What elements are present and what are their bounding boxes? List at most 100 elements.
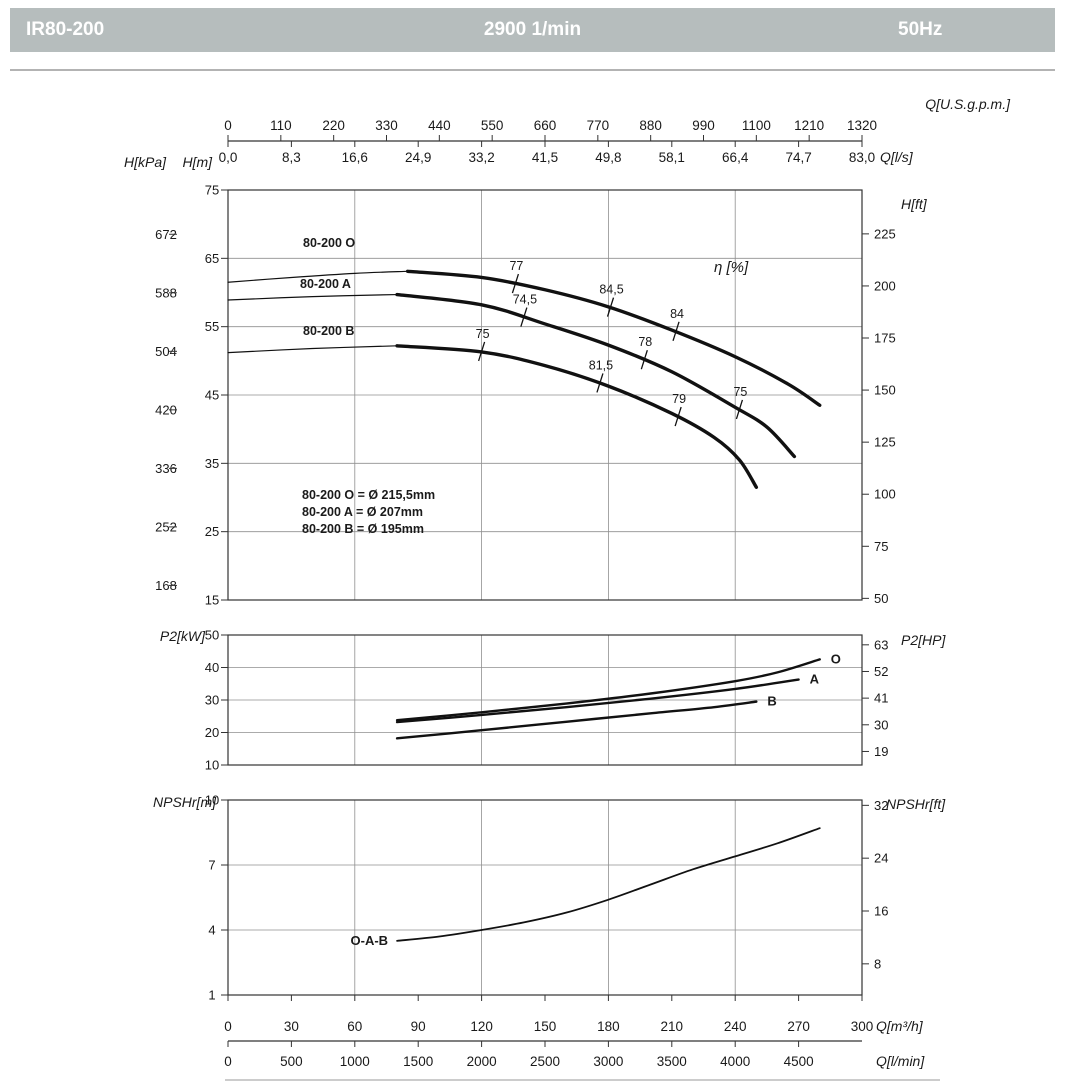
tick-label: 0 — [224, 118, 232, 133]
eta-label: 81,5 — [589, 358, 613, 372]
tick-label: 32 — [874, 798, 888, 813]
tick-label: 588 — [155, 285, 177, 300]
tick-label: 50 — [205, 628, 219, 643]
axis-label-npsh-m: NPSHr[m] — [153, 794, 217, 810]
tick-label: 16 — [874, 904, 888, 919]
tick-label: 500 — [280, 1054, 303, 1069]
eta-marker — [674, 406, 682, 427]
tick-label: 75 — [205, 183, 219, 198]
axis-label-lmin: Q[l/min] — [876, 1053, 925, 1069]
axis-label-kw: P2[kW] — [160, 628, 206, 644]
tick-label: 770 — [587, 118, 610, 133]
tick-label: 300 — [851, 1019, 874, 1034]
tick-label: 990 — [692, 118, 715, 133]
npshr-curve-label: O-A-B — [351, 933, 389, 948]
tick-label: 50 — [874, 591, 888, 606]
tick-label: 336 — [155, 461, 177, 476]
eta-label: 77 — [509, 259, 523, 273]
tick-label: 63 — [874, 637, 888, 652]
tick-label: 52 — [874, 664, 888, 679]
tick-label: 8 — [874, 956, 881, 971]
axis-label-gpm: Q[U.S.g.p.m.] — [925, 96, 1011, 112]
tick-label: 672 — [155, 227, 177, 242]
tick-label: 1 — [208, 988, 215, 1003]
tick-label: 41,5 — [532, 150, 558, 165]
tick-label: 20 — [205, 725, 219, 740]
tick-label: 200 — [874, 278, 896, 293]
header-bar: IR80-200 2900 1/min 50Hz — [10, 8, 1055, 52]
eta-marker — [672, 321, 680, 342]
tick-label: 1320 — [847, 118, 877, 133]
tick-label: 30 — [205, 693, 219, 708]
curve-thin-1 — [227, 293, 398, 301]
axis-label-kpa: H[kPa] — [124, 154, 167, 170]
tick-label: 16,6 — [342, 150, 368, 165]
eta-marker — [511, 273, 520, 294]
tick-label: 1100 — [742, 118, 771, 133]
legend-line: 80-200 O = Ø 215,5mm — [302, 488, 435, 502]
eta-label: 84,5 — [599, 283, 623, 297]
tick-label: 168 — [155, 578, 177, 593]
tick-label: 40 — [205, 660, 219, 675]
eta-marker — [606, 297, 615, 317]
tick-label: 55 — [205, 319, 219, 334]
tick-label: 660 — [534, 118, 557, 133]
tick-label: 19 — [874, 744, 888, 759]
tick-label: 2500 — [530, 1054, 560, 1069]
tick-label: 240 — [724, 1019, 747, 1034]
tick-label: 440 — [428, 118, 451, 133]
tick-label: 58,1 — [659, 150, 685, 165]
tick-label: 24,9 — [405, 150, 431, 165]
efficiency-axis-label: η [%] — [714, 259, 749, 276]
tick-label: 74,7 — [785, 150, 811, 165]
pump-model: IR80-200 — [26, 19, 105, 40]
tick-label: 150 — [534, 1019, 557, 1034]
tick-label: 65 — [205, 251, 219, 266]
tick-label: 110 — [270, 118, 292, 133]
tick-label: 10 — [205, 758, 219, 773]
tick-label: 420 — [155, 402, 177, 417]
tick-label: 60 — [347, 1019, 362, 1034]
tick-label: 1210 — [794, 118, 824, 133]
eta-label: 79 — [672, 392, 686, 406]
curve-thin-2 — [227, 345, 398, 354]
eta-marker — [640, 350, 648, 370]
power-curve-B — [395, 700, 758, 740]
tick-label: 220 — [322, 118, 345, 133]
tick-label: 3000 — [593, 1054, 623, 1069]
tick-label: 175 — [874, 331, 896, 346]
tick-label: 49,8 — [595, 150, 621, 165]
npshr-curve — [396, 827, 821, 942]
axis-label-hm: H[m] — [182, 154, 213, 170]
tick-label: 24 — [874, 851, 888, 866]
eta-label: 74,5 — [513, 293, 537, 307]
curve-label: 80-200 A — [300, 277, 351, 291]
power-curve-A — [395, 678, 800, 724]
tick-label: 2000 — [467, 1054, 497, 1069]
tick-label: 0,0 — [219, 150, 238, 165]
tick-label: 0 — [224, 1019, 232, 1034]
axis-label-m3h: Q[m³/h] — [876, 1018, 924, 1034]
tick-label: 15 — [205, 593, 219, 608]
curve-label: 80-200 B — [303, 324, 354, 338]
eta-label: 84 — [670, 307, 684, 321]
tick-label: 30 — [284, 1019, 299, 1034]
axis-label-npsh-ft: NPSHr[ft] — [886, 796, 946, 812]
curve-thin-0 — [227, 270, 409, 283]
legend-line: 80-200 B = Ø 195mm — [302, 522, 424, 536]
tick-label: 4 — [208, 923, 215, 938]
tick-label: 25 — [205, 524, 219, 539]
axis-label-hp: P2[HP] — [901, 632, 946, 648]
curve-2 — [395, 344, 759, 489]
tick-label: 1000 — [340, 1054, 370, 1069]
tick-label: 0 — [224, 1054, 232, 1069]
tick-label: 8,3 — [282, 150, 301, 165]
tick-label: 66,4 — [722, 150, 749, 165]
tick-label: 4500 — [784, 1054, 814, 1069]
tick-label: 880 — [639, 118, 662, 133]
tick-label: 180 — [597, 1019, 620, 1034]
tick-label: 270 — [787, 1019, 810, 1034]
tick-label: 45 — [205, 388, 219, 403]
